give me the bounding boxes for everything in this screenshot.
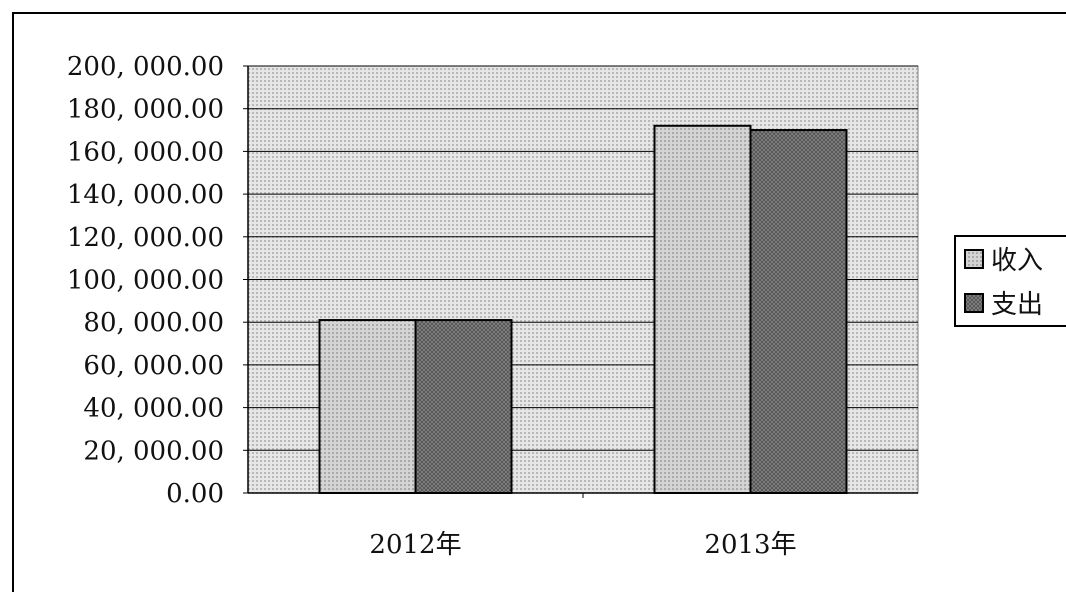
legend-label: 收入 xyxy=(991,246,1043,276)
y-tick-label: 0.00 xyxy=(166,479,224,509)
y-tick-label: 140, 000.00 xyxy=(67,180,224,210)
y-tick-label: 160, 000.00 xyxy=(67,137,224,167)
legend-swatch-收入 xyxy=(964,249,984,269)
x-category-label: 2012年 xyxy=(369,530,461,560)
y-tick-label: 120, 000.00 xyxy=(67,223,224,253)
y-tick-label: 200, 000.00 xyxy=(67,52,224,82)
bar-支出-2013年 xyxy=(749,129,848,495)
y-tick-label: 60, 000.00 xyxy=(83,351,224,381)
bar-收入-2012年 xyxy=(318,319,417,494)
bar-支出-2012年 xyxy=(414,319,513,494)
y-tick-label: 100, 000.00 xyxy=(67,266,224,296)
y-tick-label: 20, 000.00 xyxy=(83,436,224,466)
y-tick-label: 180, 000.00 xyxy=(67,95,224,125)
bar-收入-2013年 xyxy=(653,124,752,494)
chart-frame xyxy=(12,12,1066,592)
x-category-label: 2013年 xyxy=(704,530,796,560)
y-tick-label: 40, 000.00 xyxy=(83,394,224,424)
legend-label: 支出 xyxy=(991,290,1043,320)
y-tick-label: 80, 000.00 xyxy=(83,308,224,338)
legend-swatch-支出 xyxy=(964,293,984,313)
